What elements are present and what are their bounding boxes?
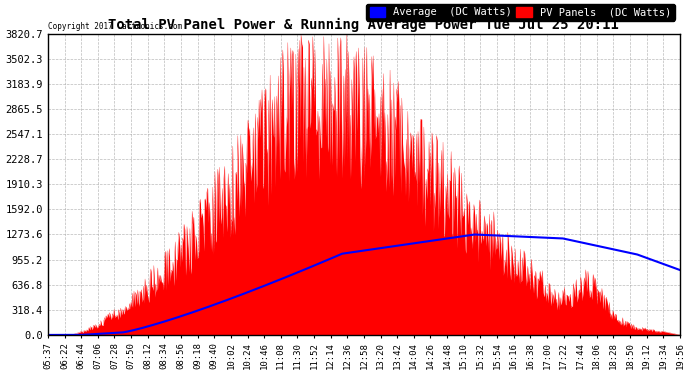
Legend: Average  (DC Watts), PV Panels  (DC Watts): Average (DC Watts), PV Panels (DC Watts) [366,4,675,21]
Title: Total PV Panel Power & Running Average Power Tue Jul 25 20:11: Total PV Panel Power & Running Average P… [108,18,620,32]
Text: Copyright 2017 Cartronics.com: Copyright 2017 Cartronics.com [48,21,182,30]
